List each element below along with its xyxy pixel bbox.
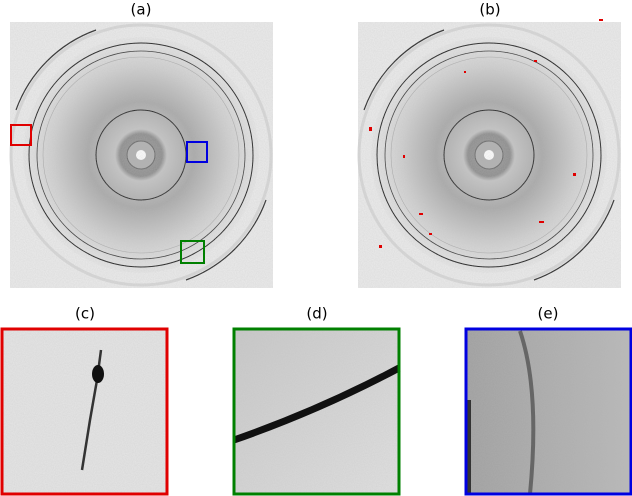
panel-label: (d) bbox=[306, 305, 327, 323]
panel-label: (b) bbox=[479, 1, 500, 19]
diffraction-image-b bbox=[358, 19, 621, 288]
zoom-box-blue bbox=[186, 141, 208, 163]
panel-label: (a) bbox=[131, 1, 152, 19]
zoom-box-red bbox=[10, 124, 32, 146]
diffraction-image-a bbox=[10, 22, 273, 288]
zoom-e bbox=[464, 327, 632, 496]
panel-label: (e) bbox=[538, 305, 559, 323]
zoom-box-green bbox=[180, 240, 205, 264]
panel-label: (c) bbox=[75, 305, 95, 323]
zoom-c bbox=[0, 327, 169, 496]
zoom-d bbox=[232, 327, 401, 496]
